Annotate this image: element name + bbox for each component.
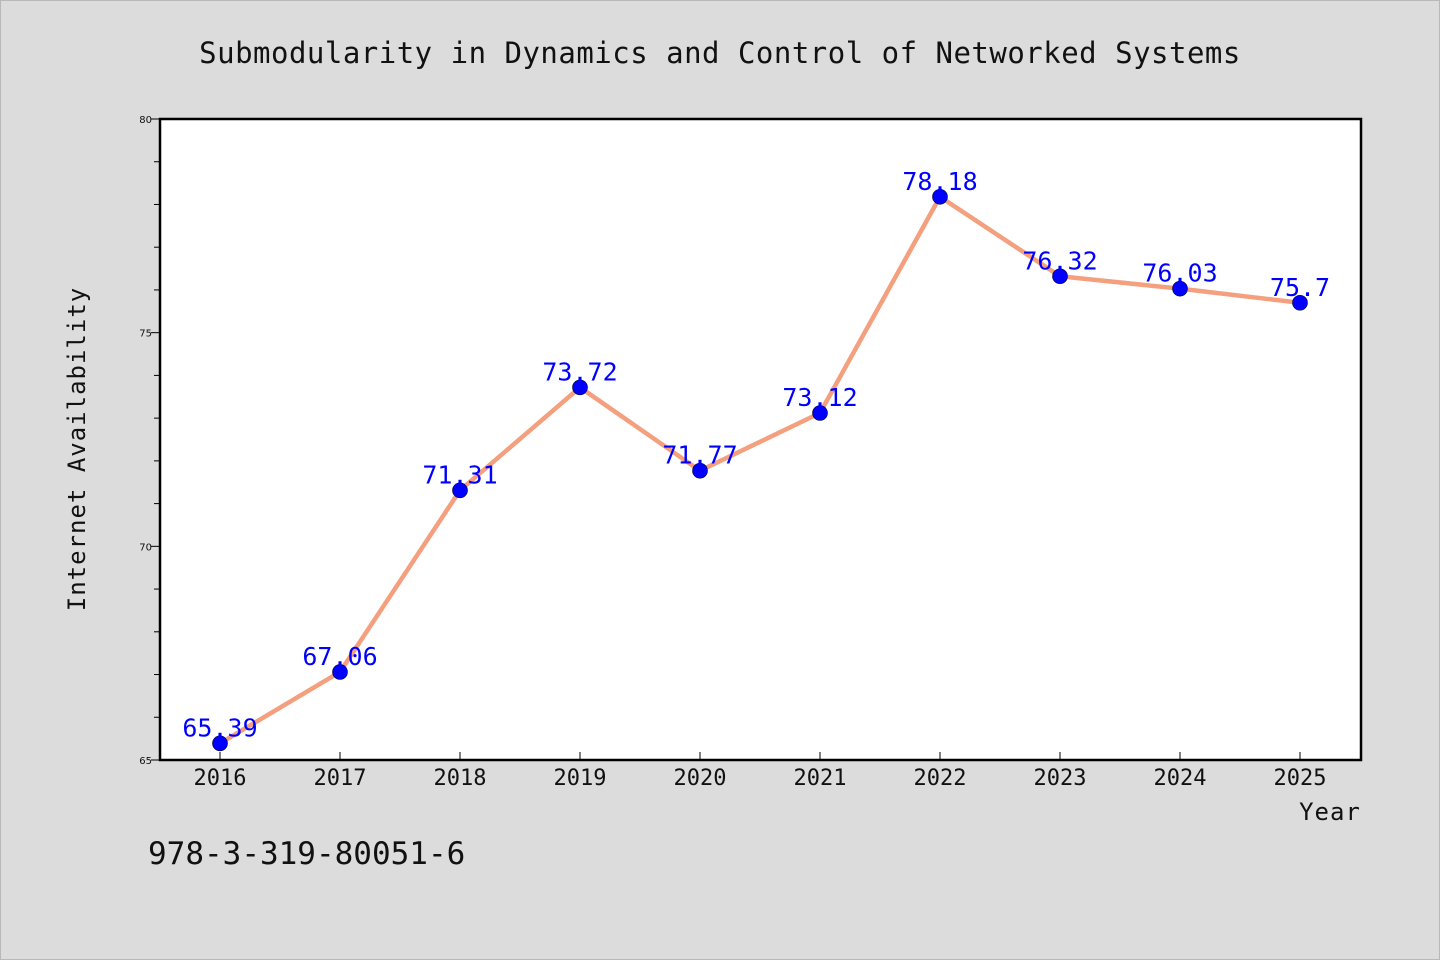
data-point (1052, 268, 1068, 285)
x-tick-label: 2024 (1154, 766, 1207, 791)
x-tick-label: 2021 (794, 766, 847, 791)
x-tick-label: 2023 (1034, 766, 1087, 791)
y-tick-label: 75 (139, 329, 152, 340)
data-label: 73.72 (542, 357, 617, 386)
data-label: 71.77 (662, 441, 737, 470)
y-tick-label: 70 (139, 542, 152, 553)
data-label: 76.03 (1142, 259, 1217, 288)
y-axis: 65 70 75 80 (139, 115, 160, 767)
x-axis: 2016 2017 2018 2019 2020 2021 2022 2023 2024 2025 (194, 752, 1327, 791)
data-label: 73.12 (782, 383, 857, 412)
chart-title: Submodularity in Dynamics and Control of… (199, 36, 1241, 70)
x-tick-label: 2019 (554, 766, 607, 791)
isbn-text: 978-3-319-80051-6 (148, 836, 465, 872)
x-axis-label: Year (1299, 798, 1361, 826)
x-tick-label: 2022 (914, 766, 967, 791)
x-tick-label: 2025 (1274, 766, 1327, 791)
x-tick-label: 2018 (434, 766, 487, 791)
data-point (332, 664, 348, 680)
plot-area (158, 117, 1363, 762)
data-label: 76.32 (1022, 246, 1097, 275)
data-label: 67.06 (302, 642, 377, 671)
x-tick-label: 2020 (674, 766, 727, 791)
data-point (572, 379, 588, 396)
y-tick-label: 65 (139, 756, 152, 767)
data-point (932, 188, 948, 205)
series-line (217, 194, 1303, 746)
data-label: 65.39 (182, 713, 257, 742)
data-point (1292, 294, 1308, 311)
data-label: 78.18 (902, 167, 977, 196)
x-tick-label: 2016 (194, 766, 247, 791)
data-point (812, 405, 828, 421)
x-tick-label: 2017 (314, 766, 367, 791)
data-point (452, 482, 468, 499)
series-1: 65.39 67.06 71.31 73.72 71.77 73.12 78.18 76.32… (182, 167, 1330, 752)
data-label: 71.31 (422, 460, 497, 489)
y-tick-label: 80 (139, 115, 152, 126)
data-point (1172, 280, 1188, 297)
y-axis-label: Internet Availability (63, 287, 91, 611)
data-point (692, 462, 708, 479)
data-label: 75.7 (1270, 273, 1330, 302)
data-point (212, 735, 228, 752)
